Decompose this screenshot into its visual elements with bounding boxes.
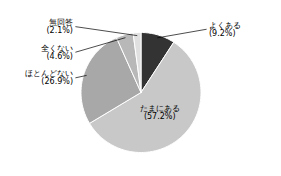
svg-text:ほとんどない(26.9%): ほとんどない(26.9%) — [25, 69, 73, 86]
svg-text:無回答(2.1%): 無回答(2.1%) — [46, 18, 73, 35]
svg-text:たまにある(57.2%): たまにある(57.2%) — [140, 104, 180, 121]
svg-text:全くない(4.6%): 全くない(4.6%) — [41, 44, 73, 61]
svg-text:よくある(9.2%): よくある(9.2%) — [209, 21, 241, 38]
